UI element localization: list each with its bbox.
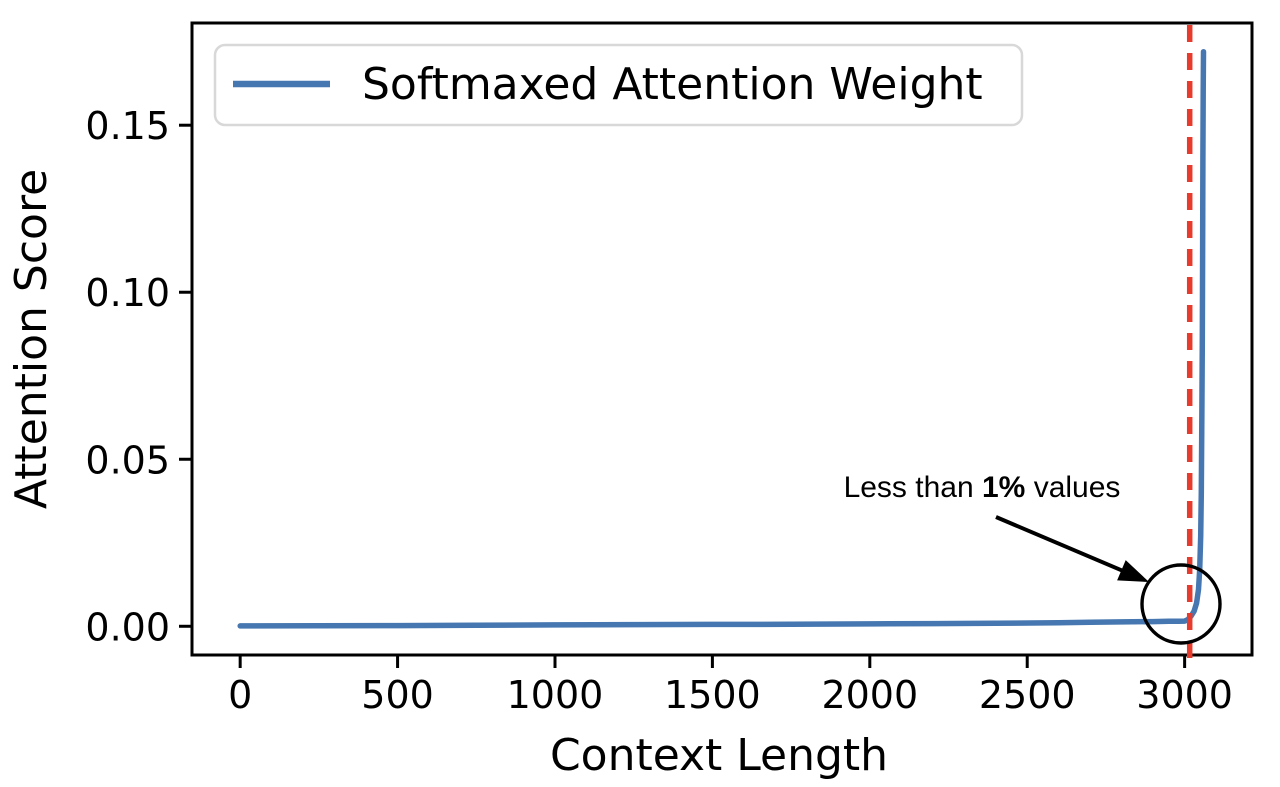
x-tick-label: 3000 [1136, 673, 1233, 717]
legend-label: Softmaxed Attention Weight [362, 59, 983, 110]
x-tick-label: 1000 [507, 673, 604, 717]
x-axis-label: Context Length [550, 730, 888, 781]
x-tick-label: 500 [361, 673, 434, 717]
x-tick-label: 2000 [821, 673, 918, 717]
x-tick-label: 0 [228, 673, 252, 717]
x-tick-label: 2500 [979, 673, 1076, 717]
legend-box [213, 43, 1024, 127]
annotation-text-part: Less than [844, 471, 982, 504]
annotation-text: Less than 1% values [844, 471, 1121, 504]
annotation-text-bold: 1% [982, 471, 1025, 504]
legend: Softmaxed Attention Weight [213, 43, 1024, 127]
y-tick-label: 0.00 [85, 605, 170, 649]
annotation-arrow [995, 515, 1126, 574]
softmaxed-attention-line [237, 48, 1207, 629]
y-axis-label: Attention Score [6, 169, 57, 509]
annotation-arrowhead-icon [1117, 560, 1149, 582]
x-axis-ticks: 0 500 1000 1500 2000 2500 3000 [228, 655, 1233, 717]
y-tick-label: 0.10 [85, 271, 170, 315]
y-axis-ticks: 0.00 0.05 0.10 0.15 [85, 104, 192, 649]
annotation-text-part: values [1025, 471, 1120, 504]
annotation-group: Less than 1% values [844, 471, 1222, 645]
plot-border [190, 21, 1254, 657]
annotation-highlight-circle [1140, 563, 1222, 645]
y-tick-label: 0.05 [85, 438, 170, 482]
x-tick-label: 1500 [664, 673, 761, 717]
y-tick-label: 0.15 [85, 104, 170, 148]
